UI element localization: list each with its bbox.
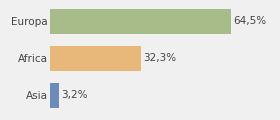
Text: 32,3%: 32,3% — [143, 53, 176, 63]
Bar — [50, 9, 231, 34]
Text: 64,5%: 64,5% — [233, 16, 266, 26]
Bar — [50, 46, 141, 71]
Bar — [50, 83, 59, 108]
Text: 3,2%: 3,2% — [62, 90, 88, 100]
